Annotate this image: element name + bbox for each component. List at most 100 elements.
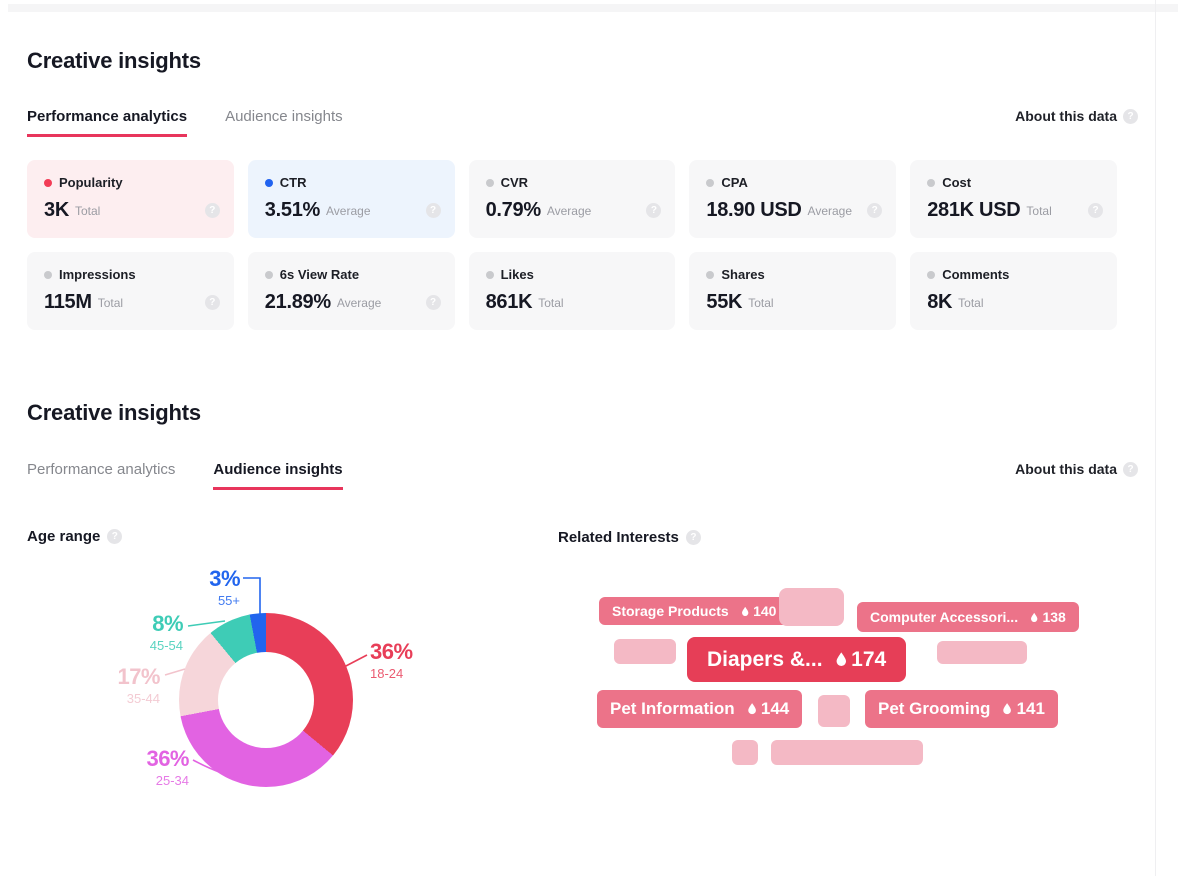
metric-label: CTR (279, 175, 307, 190)
donut-label-55plus: 3% 55+ (209, 566, 240, 608)
metric-dot (706, 270, 715, 279)
interest-tag-pet-information[interactable]: Pet Information 144 (597, 690, 803, 728)
help-icon[interactable]: ? (1123, 461, 1138, 477)
donut-chart[interactable] (179, 613, 353, 787)
metric-dot (706, 178, 715, 187)
metric-card-ctr[interactable]: CTR 3.51% Average? (247, 160, 455, 238)
heat-drop-icon (741, 606, 749, 616)
metric-value: 861K (485, 291, 533, 313)
metric-dot (264, 178, 273, 187)
empty-tag (732, 740, 758, 765)
metric-dot (44, 178, 52, 187)
metric-dot (44, 270, 52, 279)
help-icon[interactable]: ? (425, 203, 441, 218)
metric-suffix: Total (97, 295, 124, 310)
metric-suffix: Total (1026, 203, 1052, 218)
top-bar (8, 4, 1178, 12)
metric-label: Popularity (59, 175, 123, 190)
tab-audience-insights[interactable]: Audience insights (225, 108, 343, 125)
donut-label-45-54: 8% 45-54 (149, 611, 184, 653)
metric-label: CPA (721, 175, 748, 190)
help-icon[interactable]: ? (646, 203, 662, 218)
help-icon[interactable]: ? (1123, 108, 1138, 124)
interest-tag-storage-products[interactable]: Storage Products 140 (599, 597, 790, 625)
section-title-audience: Creative insights (27, 400, 201, 425)
help-icon[interactable]: ? (1088, 203, 1103, 218)
help-icon[interactable]: ? (204, 295, 220, 310)
leader-lines (164, 577, 368, 779)
metric-value: 0.79% (485, 199, 542, 221)
age-range-header: Age range ? (27, 528, 123, 545)
metric-value: 8K (927, 291, 953, 313)
metric-value: 3K (44, 199, 69, 221)
metric-suffix: Total (538, 295, 564, 310)
tab-performance-analytics[interactable]: Performance analytics (27, 108, 188, 137)
metric-card-cost[interactable]: Cost 281K USD Total? (910, 160, 1117, 238)
heat-drop-icon (747, 703, 756, 715)
metric-label: CVR (500, 175, 529, 190)
help-icon[interactable]: ? (685, 530, 701, 545)
empty-tag (771, 740, 923, 765)
metric-card-popularity[interactable]: Popularity 3K Total? (27, 160, 234, 238)
donut-label-18-24: 36% 18-24 (370, 639, 413, 681)
metric-label: Comments (942, 267, 1010, 282)
related-interests-header: Related Interests ? (558, 529, 701, 546)
metric-suffix: Average (807, 203, 853, 218)
metric-suffix: Average (546, 203, 592, 218)
age-range-label: Age range (27, 528, 101, 545)
metric-card-6s-view-rate[interactable]: 6s View Rate 21.89% Average? (247, 252, 455, 330)
metric-value: 18.90 USD (706, 199, 802, 221)
empty-tag (818, 695, 850, 727)
age-range-donut-chart: 3% 55+ 8% 45-54 17% 35-44 36% 25-34 36% … (27, 548, 487, 803)
empty-tag (937, 641, 1027, 664)
metric-card-cvr[interactable]: CVR 0.79% Average? (468, 160, 676, 238)
metric-value: 55K (706, 291, 743, 313)
metric-suffix: Total (74, 203, 101, 218)
metric-label: Cost (942, 175, 972, 190)
metric-label: Likes (500, 267, 534, 282)
section-title-performance: Creative insights (27, 48, 201, 73)
tab-bar-audience: Performance analytics Audience insights … (27, 461, 1138, 490)
metric-dot (264, 270, 273, 279)
about-this-data: About this data ? (1015, 461, 1138, 477)
metric-card-grid: Popularity 3K Total? CTR 3.51% Average? CV… (27, 160, 1117, 330)
metric-dot (485, 270, 494, 279)
empty-tag (779, 588, 844, 626)
metric-suffix: Total (748, 295, 774, 310)
help-icon[interactable]: ? (867, 203, 883, 218)
metric-card-cpa[interactable]: CPA 18.90 USD Average? (689, 160, 897, 238)
donut-hole (218, 652, 314, 748)
metric-label: Shares (721, 267, 765, 282)
metric-suffix: Average (326, 203, 371, 218)
metric-label: Impressions (59, 267, 136, 282)
metric-dot (927, 270, 936, 279)
related-interests-label: Related Interests (558, 529, 679, 546)
interest-tag-computer-accessories[interactable]: Computer Accessori... 138 (857, 602, 1079, 632)
metric-value: 115M (44, 291, 92, 313)
about-this-data-label: About this data (1015, 108, 1117, 124)
donut-label-35-44: 17% 35-44 (117, 664, 160, 706)
metric-card-impressions[interactable]: Impressions 115M Total? (27, 252, 234, 330)
tab-bar-performance: Performance analytics Audience insights … (27, 108, 1138, 137)
help-icon[interactable]: ? (107, 529, 123, 544)
tab-performance-analytics[interactable]: Performance analytics (27, 461, 176, 478)
heat-drop-icon (1031, 612, 1038, 622)
metric-suffix: Total (958, 295, 984, 310)
donut-label-25-34: 36% 25-34 (146, 746, 189, 788)
metric-value: 21.89% (264, 291, 331, 313)
heat-drop-icon (836, 652, 846, 667)
metric-label: 6s View Rate (279, 267, 360, 282)
interest-tag-diapers[interactable]: Diapers &... 174 (687, 637, 907, 682)
help-icon[interactable]: ? (204, 203, 220, 218)
interest-tag-pet-grooming[interactable]: Pet Grooming 141 (865, 690, 1058, 728)
about-this-data: About this data ? (1015, 108, 1138, 124)
metric-dot (485, 178, 494, 187)
empty-tag (614, 639, 676, 664)
heat-drop-icon (1003, 703, 1012, 715)
tab-audience-insights[interactable]: Audience insights (213, 461, 343, 490)
panel-divider (1155, 0, 1156, 876)
help-icon[interactable]: ? (425, 295, 441, 310)
